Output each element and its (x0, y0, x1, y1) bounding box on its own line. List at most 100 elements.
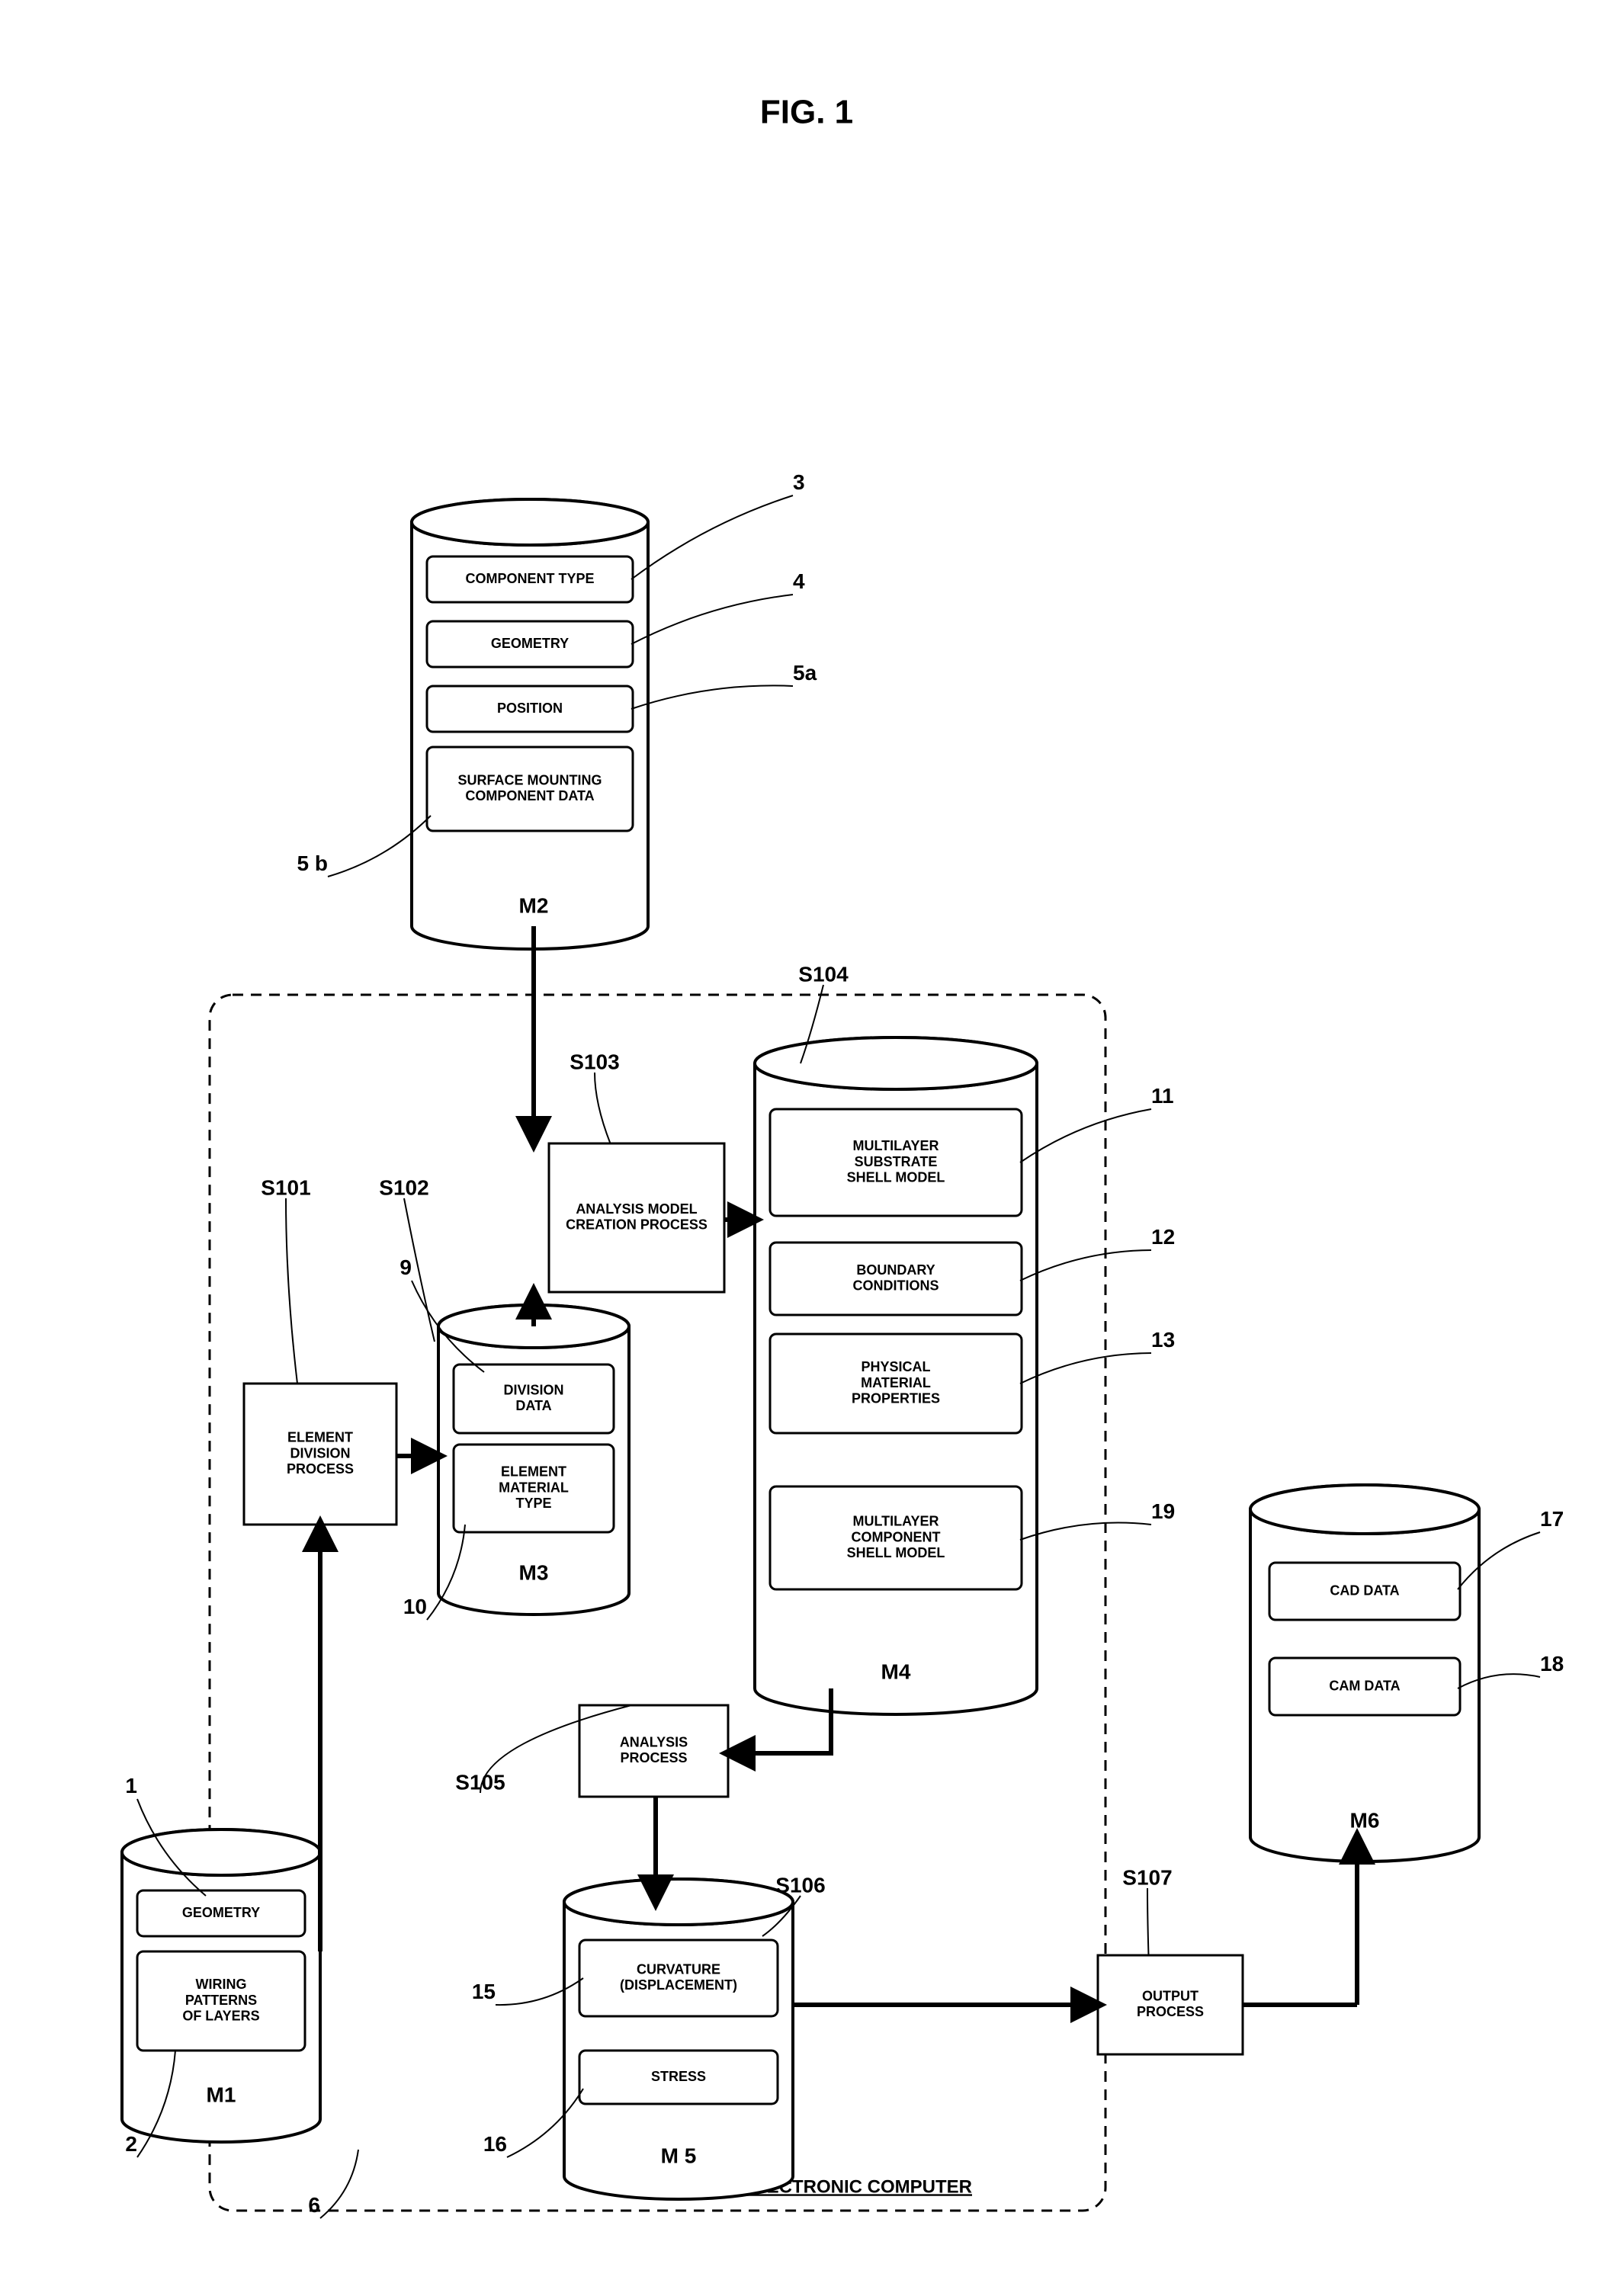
step-label: S107 (1122, 1865, 1172, 1889)
svg-text:PROPERTIES: PROPERTIES (852, 1390, 940, 1406)
cylinder-M4: M4MULTILAYERSUBSTRATESHELL MODELBOUNDARY… (755, 1037, 1037, 1714)
ref-r5a: 5a (631, 661, 817, 709)
svg-text:CURVATURE: CURVATURE (637, 1961, 720, 1977)
ref-r4: 4 (631, 569, 805, 644)
data-box-13: PHYSICALMATERIALPROPERTIES (770, 1334, 1022, 1433)
svg-text:PROCESS: PROCESS (1137, 2004, 1204, 2019)
svg-text:MATERIAL: MATERIAL (499, 1480, 569, 1495)
svg-text:SURFACE MOUNTING: SURFACE MOUNTING (458, 772, 602, 787)
svg-text:(DISPLACEMENT): (DISPLACEMENT) (620, 1977, 737, 1993)
data-box-5b: SURFACE MOUNTINGCOMPONENT DATA (427, 747, 633, 831)
svg-text:PROCESS: PROCESS (287, 1461, 354, 1477)
cylinder-M6: M6 CAD DATA CAM DATA (1250, 1485, 1479, 1861)
svg-text:COMPONENT: COMPONENT (852, 1529, 941, 1544)
ref-r11: 11 (1020, 1084, 1174, 1162)
svg-text:18: 18 (1540, 1652, 1564, 1676)
cylinder-M2: M2 COMPONENT TYPE GEOMETRY POSITION SURFACE … (412, 499, 648, 949)
data-box-19: MULTILAYERCOMPONENTSHELL MODEL (770, 1486, 1022, 1589)
data-box-1: GEOMETRY (137, 1890, 305, 1936)
svg-text:POSITION: POSITION (497, 701, 563, 716)
svg-text:BOUNDARY: BOUNDARY (856, 1262, 935, 1278)
cylinder-M 5: M 5 CURVATURE(DISPLACEMENT) STRESS (564, 1879, 793, 2199)
svg-text:ELEMENT: ELEMENT (501, 1464, 566, 1480)
svg-text:CAD DATA: CAD DATA (1330, 1583, 1399, 1598)
data-box-16: STRESS (579, 2051, 778, 2104)
svg-text:1: 1 (125, 1774, 137, 1797)
svg-text:OF LAYERS: OF LAYERS (182, 2008, 259, 2023)
ref-r6: 6 (308, 2150, 358, 2218)
svg-text:15: 15 (472, 1980, 496, 2003)
step-label: S103 (570, 1050, 619, 1073)
svg-text:13: 13 (1151, 1328, 1175, 1352)
svg-text:WIRING: WIRING (196, 1977, 247, 1992)
cylinder-label: M4 (881, 1659, 911, 1683)
data-box-2: WIRINGPATTERNSOF LAYERS (137, 1951, 305, 2051)
data-box-17: CAD DATA (1269, 1563, 1460, 1620)
svg-text:CAM DATA: CAM DATA (1329, 1678, 1400, 1693)
svg-text:S104: S104 (798, 962, 849, 986)
process-S107: OUTPUTPROCESS S107 (1098, 1865, 1243, 2054)
svg-text:STRESS: STRESS (651, 2069, 706, 2084)
svg-text:TYPE: TYPE (515, 1496, 551, 1511)
data-box-12: BOUNDARYCONDITIONS (770, 1243, 1022, 1315)
svg-text:GEOMETRY: GEOMETRY (491, 636, 569, 651)
svg-text:DATA: DATA (515, 1398, 551, 1413)
cylinder-label: M1 (207, 2083, 236, 2106)
svg-text:CREATION PROCESS: CREATION PROCESS (566, 1217, 708, 1233)
svg-text:9: 9 (399, 1255, 412, 1279)
svg-text:SUBSTRATE: SUBSTRATE (855, 1154, 938, 1169)
svg-text:PHYSICAL: PHYSICAL (861, 1359, 930, 1374)
svg-text:2: 2 (125, 2132, 137, 2156)
cylinder-label: M 5 (661, 2144, 697, 2167)
svg-text:SHELL MODEL: SHELL MODEL (847, 1545, 945, 1560)
data-box-5a: POSITION (427, 686, 633, 732)
svg-text:5a: 5a (793, 661, 817, 685)
process-S103: ANALYSIS MODELCREATION PROCESS S103 (549, 1050, 724, 1292)
ref-r19: 19 (1020, 1499, 1175, 1540)
svg-text:CONDITIONS: CONDITIONS (852, 1278, 939, 1294)
cylinder-M1: M1 GEOMETRY WIRINGPATTERNSOF LAYERS (122, 1829, 320, 2142)
data-box-15: CURVATURE(DISPLACEMENT) (579, 1940, 778, 2016)
svg-text:5 b: 5 b (297, 851, 328, 875)
svg-text:12: 12 (1151, 1225, 1175, 1249)
data-box-10: ELEMENTMATERIALTYPE (454, 1445, 614, 1532)
svg-text:6: 6 (308, 2193, 320, 2217)
svg-text:4: 4 (793, 569, 805, 593)
svg-text:S106: S106 (775, 1873, 825, 1897)
svg-text:DIVISION: DIVISION (503, 1382, 563, 1397)
svg-text:COMPONENT DATA: COMPONENT DATA (465, 788, 594, 803)
cylinder-label: M2 (519, 893, 549, 917)
svg-text:OUTPUT: OUTPUT (1142, 1988, 1198, 2003)
svg-text:COMPONENT TYPE: COMPONENT TYPE (465, 571, 594, 586)
svg-text:10: 10 (403, 1595, 427, 1618)
data-box-3: COMPONENT TYPE (427, 556, 633, 602)
data-box-4: GEOMETRY (427, 621, 633, 667)
process-S101: ELEMENTDIVISIONPROCESS S101 (244, 1175, 396, 1525)
data-box-9: DIVISIONDATA (454, 1364, 614, 1433)
cylinder-label: M6 (1350, 1808, 1380, 1832)
data-box-18: CAM DATA (1269, 1658, 1460, 1715)
svg-text:SHELL MODEL: SHELL MODEL (847, 1169, 945, 1185)
ref-r3: 3 (631, 470, 805, 579)
svg-text:GEOMETRY: GEOMETRY (182, 1905, 260, 1920)
data-box-11: MULTILAYERSUBSTRATESHELL MODEL (770, 1109, 1022, 1216)
svg-text:3: 3 (793, 470, 805, 494)
svg-text:MULTILAYER: MULTILAYER (852, 1514, 939, 1529)
ref-r13: 13 (1020, 1328, 1175, 1384)
svg-text:PROCESS: PROCESS (620, 1750, 687, 1765)
ref-r12: 12 (1020, 1225, 1175, 1281)
svg-text:ANALYSIS: ANALYSIS (620, 1734, 688, 1749)
svg-text:MULTILAYER: MULTILAYER (852, 1138, 939, 1153)
cylinder-M3: M3 DIVISIONDATA ELEMENTMATERIALTYPE (438, 1305, 629, 1615)
figure-title: FIG. 1 (760, 94, 853, 131)
svg-text:MATERIAL: MATERIAL (861, 1375, 931, 1390)
svg-text:ANALYSIS MODEL: ANALYSIS MODEL (576, 1201, 697, 1217)
svg-text:PATTERNS: PATTERNS (185, 1993, 257, 2008)
step-label: S101 (261, 1175, 310, 1199)
svg-text:S102: S102 (379, 1175, 428, 1199)
svg-text:16: 16 (483, 2132, 507, 2156)
cylinder-label: M3 (519, 1560, 549, 1584)
svg-text:ELEMENT: ELEMENT (287, 1430, 353, 1445)
svg-text:DIVISION: DIVISION (290, 1445, 350, 1461)
svg-text:19: 19 (1151, 1499, 1175, 1523)
